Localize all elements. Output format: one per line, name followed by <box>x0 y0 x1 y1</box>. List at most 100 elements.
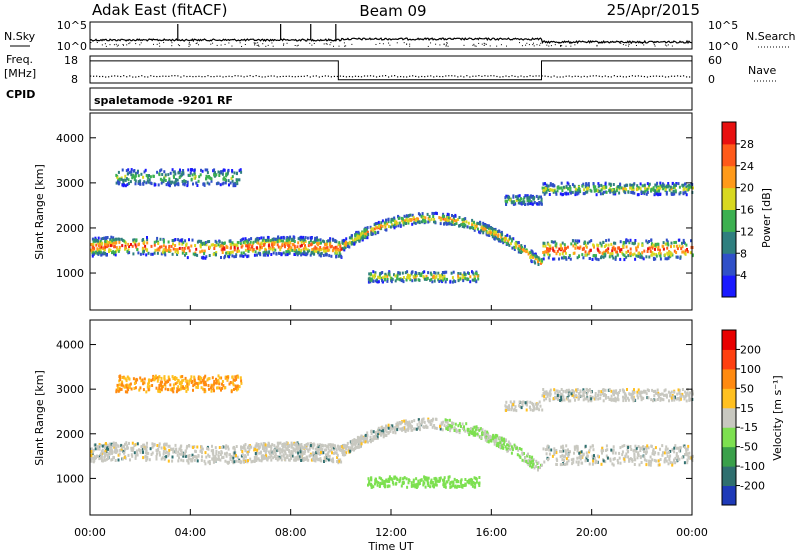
echo-cell <box>493 442 496 446</box>
echo-cell <box>299 244 302 248</box>
nave-tick-high: 60 <box>708 54 722 67</box>
echo-cell <box>655 183 658 187</box>
echo-cell <box>186 379 189 383</box>
nave-point <box>655 75 658 77</box>
echo-cell <box>368 481 370 485</box>
echo-cell <box>424 485 427 489</box>
echo-cell <box>218 240 221 244</box>
echo-cell <box>257 238 260 242</box>
noise-search-point <box>558 42 560 44</box>
nave-point <box>664 76 667 78</box>
echo-cell <box>575 243 578 247</box>
echo-cell <box>139 252 142 256</box>
echo-cell <box>488 224 491 228</box>
echo-cell <box>646 250 649 253</box>
nave-point <box>297 75 299 78</box>
echo-cell <box>691 253 694 257</box>
echo-cell <box>233 245 236 249</box>
echo-cell <box>577 191 580 195</box>
echo-cell <box>258 451 261 455</box>
echo-cell <box>626 239 629 243</box>
noise-search-point <box>570 45 572 47</box>
noise-search-point <box>635 44 637 46</box>
noise-search-point <box>135 43 137 45</box>
echo-cell <box>637 388 640 392</box>
echo-cell <box>597 190 600 194</box>
echo-cell <box>629 392 632 396</box>
echo-cell <box>675 255 678 259</box>
echo-cell <box>228 183 230 187</box>
echo-cell <box>217 374 220 378</box>
echo-cell <box>475 480 478 484</box>
nave-point <box>685 76 688 78</box>
echo-cell <box>477 277 480 281</box>
echo-cell <box>535 404 538 408</box>
echo-cell <box>286 253 289 257</box>
echo-cell <box>439 278 442 282</box>
echo-cell <box>177 171 180 175</box>
echo-cell <box>158 442 161 446</box>
echo-cell <box>569 450 571 454</box>
echo-cell <box>423 218 426 222</box>
echo-cell <box>354 238 357 242</box>
echo-cell <box>401 217 404 221</box>
echo-cell <box>187 460 190 464</box>
echo-cell <box>158 375 161 379</box>
echo-cell <box>98 251 101 255</box>
echo-cell <box>651 246 654 250</box>
echo-cell <box>653 398 656 402</box>
echo-cell <box>181 173 184 176</box>
nave-point <box>204 75 206 78</box>
noise-search-point <box>443 43 445 45</box>
echo-cell <box>383 431 386 435</box>
echo-cell <box>413 419 416 423</box>
nave-tick-low: 0 <box>708 73 715 86</box>
echo-cell <box>257 241 260 245</box>
echo-cell <box>478 230 481 234</box>
echo-cell <box>257 251 260 255</box>
nave-point <box>264 76 266 78</box>
echo-cell <box>513 201 516 205</box>
echo-cell <box>286 236 289 240</box>
echo-cell <box>413 217 416 221</box>
echo-cell <box>457 274 460 278</box>
echo-cell <box>677 182 680 186</box>
echo-cell <box>690 398 693 402</box>
echo-cell <box>529 251 532 254</box>
noise-search-point <box>313 42 315 44</box>
echo-cell <box>610 394 613 398</box>
echo-cell <box>616 250 619 254</box>
echo-cell <box>411 420 413 424</box>
echo-cell <box>522 400 525 404</box>
echo-cell <box>498 229 500 233</box>
echo-cell <box>430 277 433 281</box>
echo-cell <box>455 428 458 432</box>
echo-cell <box>446 424 449 428</box>
echo-cell <box>335 240 338 244</box>
echo-cell <box>371 274 374 278</box>
echo-cell <box>138 448 140 452</box>
echo-cell <box>684 249 687 253</box>
echo-cell <box>107 244 110 248</box>
echo-cell <box>172 448 175 452</box>
noise-search-point <box>532 42 534 44</box>
echo-cell <box>443 478 445 482</box>
echo-cell <box>281 242 284 246</box>
echo-cell <box>97 447 100 451</box>
echo-cell <box>145 181 148 185</box>
echo-cell <box>665 192 668 196</box>
echo-cell <box>471 223 474 227</box>
echo-cell <box>169 171 172 175</box>
echo-cell <box>446 419 449 423</box>
echo-cell <box>182 459 185 463</box>
echo-cell <box>113 443 116 447</box>
echo-cell <box>250 237 253 241</box>
echo-cell <box>212 448 215 452</box>
echo-cell <box>273 242 276 246</box>
nave-point <box>345 76 348 78</box>
echo-cell <box>159 237 162 241</box>
echo-cell <box>559 243 562 247</box>
echo-cell <box>341 240 344 244</box>
echo-cell <box>127 168 130 172</box>
echo-cell <box>653 394 656 398</box>
